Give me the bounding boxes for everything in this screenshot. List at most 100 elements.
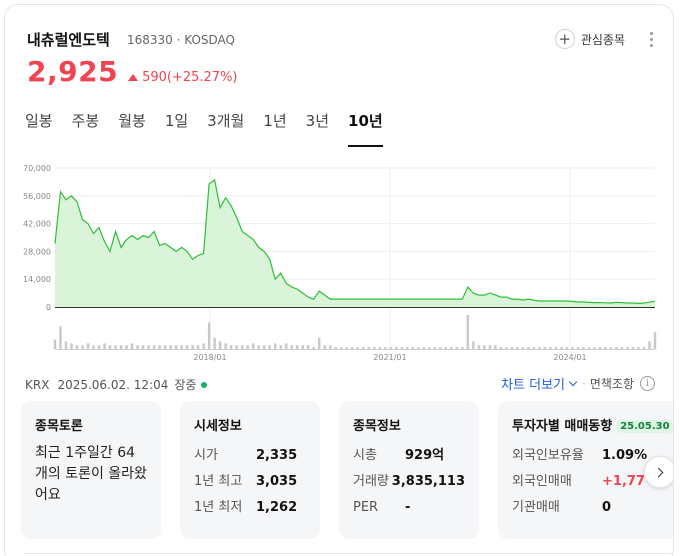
triangle-up-icon: [128, 74, 139, 81]
volume-bar: [174, 345, 178, 349]
volume-bar: [323, 345, 326, 349]
volume-bar: [86, 343, 90, 349]
volume-bar: [103, 343, 106, 349]
volume-bar: [554, 347, 558, 349]
kv-row: 외국인매매 +1,77: [512, 469, 673, 495]
volume-bar: [582, 347, 585, 349]
kv-row: 1년 최저 1,262: [194, 495, 306, 521]
session-label: 장중: [174, 378, 197, 392]
tab-0[interactable]: 일봉: [25, 112, 53, 130]
price-chart[interactable]: 70,000 56,000 42,000 28,000 14,000 0 2018/01 20…: [5, 155, 674, 365]
volume-bar: [290, 345, 293, 349]
volume-bar: [411, 347, 414, 349]
volume-bar: [483, 345, 486, 349]
kv-key: 시가: [194, 448, 218, 463]
kv-key: 1년 최고: [194, 474, 243, 489]
y-tick-label: 28,000: [23, 247, 51, 256]
volume-bar: [114, 345, 117, 349]
chevron-down-icon[interactable]: [568, 377, 578, 387]
volume-bar: [367, 347, 370, 349]
volume-bar: [433, 347, 437, 349]
volume-bar: [345, 347, 348, 349]
volume-bar: [329, 345, 332, 349]
investor-rows: 외국인보유율 1.09% 외국인매매 +1,77 기관매매 0: [512, 443, 673, 521]
volume-bar: [521, 347, 525, 349]
investor-title: 투자자별 매매동향 25.05.30: [512, 415, 673, 434]
discussion-card[interactable]: 종목토론 최근 1주일간 64개의 토론이 올라왔어요: [21, 401, 161, 539]
volume-bar: [455, 347, 459, 349]
tab-1[interactable]: 주봉: [71, 112, 100, 130]
tab-4[interactable]: 3개월: [207, 112, 245, 130]
volume-bar: [538, 347, 541, 349]
volume-bar: [53, 339, 57, 349]
volume-bar: [648, 341, 651, 349]
volume-bar: [626, 347, 629, 349]
volume-bar: [637, 347, 640, 349]
exchange-label: KRX: [25, 377, 50, 392]
volume-bar: [384, 347, 387, 349]
info-icon[interactable]: i: [640, 376, 655, 391]
volume-bar: [565, 347, 569, 349]
volume-bar: [477, 345, 481, 349]
volume-bar: [450, 347, 453, 349]
stock-name[interactable]: 내츄럴엔도텍: [27, 31, 110, 49]
next-card-button[interactable]: [644, 456, 673, 488]
volume-bar: [147, 345, 150, 349]
tab-3[interactable]: 1일: [164, 112, 189, 130]
disclaimer-link[interactable]: 면책조항: [589, 377, 634, 391]
watchlist-button[interactable]: + 관심종목: [554, 27, 625, 51]
volume-bar: [422, 347, 426, 349]
volume-bar: [516, 347, 519, 349]
chevron-right-icon: [653, 467, 664, 477]
volume-bar: [428, 347, 431, 349]
kv-value: 3,835,113: [391, 474, 465, 489]
volume-bar: [224, 343, 227, 349]
chart-more-link[interactable]: 차트 더보기: [501, 378, 565, 393]
status-actions: 차트 더보기 · 면책조항 i: [501, 374, 655, 393]
x-tick-label: 2018/01: [193, 353, 226, 362]
volume-bar: [356, 347, 359, 349]
volume-bar: [340, 347, 343, 349]
tab-7[interactable]: 10년: [348, 109, 383, 147]
volume-bar: [400, 347, 403, 349]
volume-bar: [97, 345, 101, 349]
y-tick-label: 42,000: [23, 220, 51, 229]
volume-bar: [549, 347, 552, 349]
tab-2[interactable]: 월봉: [118, 112, 146, 130]
more-options-icon[interactable]: [643, 29, 659, 49]
volume-bar: [191, 345, 194, 349]
volume-bar: [598, 347, 602, 349]
volume-bar: [141, 345, 145, 349]
market-status: KRX 2025.06.02. 12:04 장중: [25, 376, 208, 393]
kv-value: -: [405, 500, 411, 515]
stock-info-rows: 시총 929억 거래량 3,835,113 PER -: [353, 443, 465, 521]
kv-value: 0: [602, 500, 612, 515]
tab-5[interactable]: 1년: [263, 112, 287, 130]
y-tick-label: 70,000: [23, 164, 51, 173]
kv-row: 외국인보유율 1.09%: [512, 443, 673, 469]
volume-bar: [593, 347, 596, 349]
volume-bar: [235, 345, 238, 349]
tab-6[interactable]: 3년: [305, 112, 330, 130]
kv-key: 외국인매매: [512, 474, 572, 489]
volume-bar: [296, 345, 299, 349]
kv-key: PER: [353, 500, 379, 515]
kv-row: 거래량 3,835,113: [353, 469, 465, 495]
kv-row: 시총 929억: [353, 443, 465, 469]
quote-card[interactable]: 시세정보 시가 2,335 1년 최고 3,035 1년 최저 1,262: [180, 401, 320, 539]
volume-bar: [229, 345, 233, 349]
price-line: [54, 178, 656, 305]
volume-bar: [70, 343, 73, 349]
investor-card[interactable]: 투자자별 매매동향 25.05.30 외국인보유율 1.09% 외국인매매 +1,77 기…: [498, 401, 673, 539]
discussion-text: 최근 1주일간 64개의 토론이 올라왔어요: [35, 445, 147, 503]
volume-bar: [273, 343, 277, 349]
volume-bar: [202, 343, 205, 349]
current-price: 2,925: [27, 55, 119, 88]
stock-info-title: 종목정보: [353, 419, 401, 434]
volume-bar: [284, 343, 288, 349]
stock-info-card[interactable]: 종목정보 시총 929억 거래량 3,835,113 PER -: [339, 401, 479, 539]
price-change-value: 590(+25.27%): [142, 70, 238, 85]
volume-bar: [527, 347, 530, 349]
volume-bar: [488, 345, 492, 349]
volume-bar: [163, 345, 167, 349]
